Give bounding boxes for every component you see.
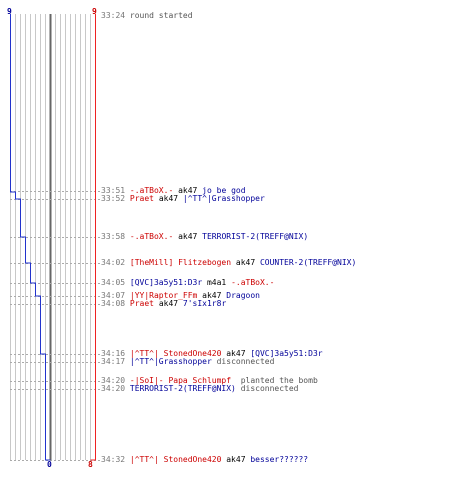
blue-count-line bbox=[10, 14, 51, 461]
event-text: |YY|Raptor_FFm bbox=[129, 291, 198, 300]
event-text: ak47 bbox=[154, 194, 183, 203]
event-time: 34:07 bbox=[101, 291, 130, 300]
event-text: jo be god bbox=[202, 186, 246, 195]
event-text: COUNTER-2(TREFF@NIX) bbox=[259, 258, 357, 267]
event-row: 34:17 |^TT^|Grasshopper disconnected bbox=[101, 358, 274, 366]
event-text: ak47 bbox=[197, 291, 227, 300]
event-text: |^TT^| StonedOne420 bbox=[129, 349, 222, 358]
event-text: -|SoI|- Papa Schlumpf bbox=[129, 376, 232, 385]
event-text: disconnected bbox=[235, 384, 299, 393]
event-row: 34:07 |YY|Raptor_FFm ak47 Dragoon bbox=[101, 292, 260, 300]
event-row: 34:16 |^TT^| StonedOne420 ak47 [QVC]3a5y… bbox=[101, 350, 323, 358]
event-text: |^TT^|Grasshopper bbox=[129, 357, 212, 366]
event-text: ak47 bbox=[173, 232, 203, 241]
blue-end-count: 0 bbox=[47, 460, 52, 469]
event-text: ak47 bbox=[173, 186, 203, 195]
event-text: ak47 bbox=[221, 349, 251, 358]
event-text: m4a1 bbox=[202, 278, 232, 287]
event-row: 33:58 -.aTBoX.- ak47 TERRORIST-2(TREFF@N… bbox=[101, 233, 308, 241]
event-text: -.aTBoX.- bbox=[129, 186, 174, 195]
event-time: 34:16 bbox=[101, 349, 130, 358]
event-time: 34:02 bbox=[101, 258, 130, 267]
event-time: 34:17 bbox=[101, 357, 130, 366]
event-text: ak47 bbox=[231, 258, 260, 267]
event-text: planted the bomb bbox=[231, 376, 318, 385]
event-row: 34:08 Praet ak47 7'sIx1r8r bbox=[101, 300, 226, 308]
event-text: round started bbox=[129, 11, 193, 20]
event-time: 34:20 bbox=[101, 384, 130, 393]
event-text: [QVC]3a5y51:D3r bbox=[250, 349, 323, 358]
red-start-count: 9 bbox=[92, 7, 97, 16]
event-row: 34:32 |^TT^| StonedOne420 ak47 besser???… bbox=[101, 456, 308, 464]
event-text: Dragoon bbox=[226, 291, 260, 300]
event-row: 34:02 [TheMill] Flitzebogen ak47 COUNTER… bbox=[101, 259, 356, 267]
event-text: ak47 bbox=[221, 455, 251, 464]
event-text: Praet bbox=[129, 299, 154, 308]
red-end-count: 8 bbox=[88, 460, 93, 469]
event-text: 7'sIx1r8r bbox=[182, 299, 227, 308]
event-row: 34:05 [QVC]3a5y51:D3r m4a1 -.aTBoX.- bbox=[101, 279, 274, 287]
event-time: 33:58 bbox=[101, 232, 130, 241]
event-text: |^TT^| StonedOne420 bbox=[129, 455, 222, 464]
event-time: 34:20 bbox=[101, 376, 130, 385]
event-text: |^TT^|Grasshopper bbox=[182, 194, 265, 203]
event-text: TERRORIST-2(TREFF@NIX) bbox=[202, 232, 309, 241]
event-text: disconnected bbox=[211, 357, 275, 366]
event-text: [TheMill] Flitzebogen bbox=[129, 258, 232, 267]
event-row: 33:52 Praet ak47 |^TT^|Grasshopper bbox=[101, 195, 265, 203]
event-text: ak47 bbox=[154, 299, 183, 308]
event-text: [QVC]3a5y51:D3r bbox=[129, 278, 203, 287]
event-time: 33:24 bbox=[101, 11, 130, 20]
player-count-graph bbox=[10, 14, 100, 461]
event-row: 34:20 -|SoI|- Papa Schlumpf planted the … bbox=[101, 377, 318, 385]
event-time: 34:08 bbox=[101, 299, 130, 308]
event-time: 33:51 bbox=[101, 186, 130, 195]
event-time: 33:52 bbox=[101, 194, 130, 203]
event-text: -.aTBoX.- bbox=[129, 232, 174, 241]
event-row: 33:51 -.aTBoX.- ak47 jo be god bbox=[101, 187, 246, 195]
event-text: -.aTBoX.- bbox=[231, 278, 275, 287]
event-time: 34:32 bbox=[101, 455, 130, 464]
blue-start-count: 9 bbox=[7, 7, 12, 16]
event-row: 33:24 round started bbox=[101, 12, 193, 20]
event-time: 34:05 bbox=[101, 278, 130, 287]
event-text: Praet bbox=[129, 194, 154, 203]
event-text: besser?????? bbox=[250, 455, 309, 464]
event-row: 34:20 TERRORIST-2(TREFF@NIX) disconnecte… bbox=[101, 385, 299, 393]
red-count-line bbox=[90, 14, 96, 461]
event-text: TERRORIST-2(TREFF@NIX) bbox=[129, 384, 236, 393]
